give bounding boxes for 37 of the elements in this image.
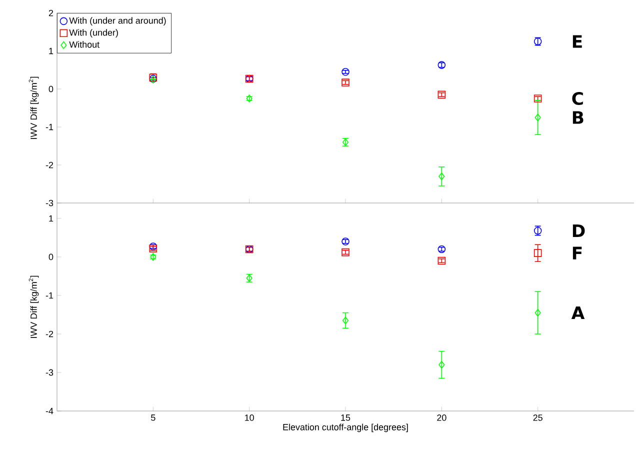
annotation: C: [572, 92, 583, 106]
point: [534, 308, 541, 317]
x-axis-title: Elevation cutoff-angle [degrees]: [283, 424, 408, 432]
point: [342, 68, 350, 76]
y-tick-label: 2: [48, 10, 54, 16]
legend-label: With (under): [69, 29, 118, 38]
y-tick-label: 1: [49, 215, 54, 222]
y-tick-label: 0: [48, 254, 54, 260]
y-axis-title: IWV Diff [kg/m$^{2}$]: [28, 276, 39, 338]
annotation: B: [572, 111, 584, 124]
annotation: A: [571, 306, 585, 320]
legend-label: With (under and around): [69, 17, 166, 26]
y-axis-title: IWV Diff [kg/m$^{2}$]: [28, 76, 39, 139]
y-tick-label: -2: [46, 162, 54, 168]
y-tick-label: -2: [46, 330, 54, 338]
y-tick-label: 0: [48, 86, 54, 92]
x-tick-label: 15: [341, 414, 350, 421]
x-tick-label: 10: [245, 414, 254, 421]
point: [438, 172, 445, 180]
point: [534, 114, 541, 122]
y-tick-label: -1: [46, 124, 54, 130]
annotation: D: [572, 224, 585, 238]
y-tick-label: 1: [49, 48, 54, 54]
point: [534, 249, 542, 257]
point: [342, 316, 349, 324]
y-tick-label: -3: [46, 200, 54, 206]
legend-label: Without: [69, 41, 100, 48]
y-tick-label: -1: [46, 292, 54, 299]
point: [438, 90, 446, 99]
y-tick-label: -4: [46, 408, 54, 414]
annotation: F: [572, 246, 582, 260]
x-tick-label: 20: [437, 414, 446, 421]
x-tick-label: 25: [533, 414, 542, 421]
annotation: E: [572, 35, 582, 48]
point: [438, 360, 445, 369]
x-tick-label: 5: [151, 414, 156, 421]
y-tick-label: -3: [46, 369, 54, 376]
